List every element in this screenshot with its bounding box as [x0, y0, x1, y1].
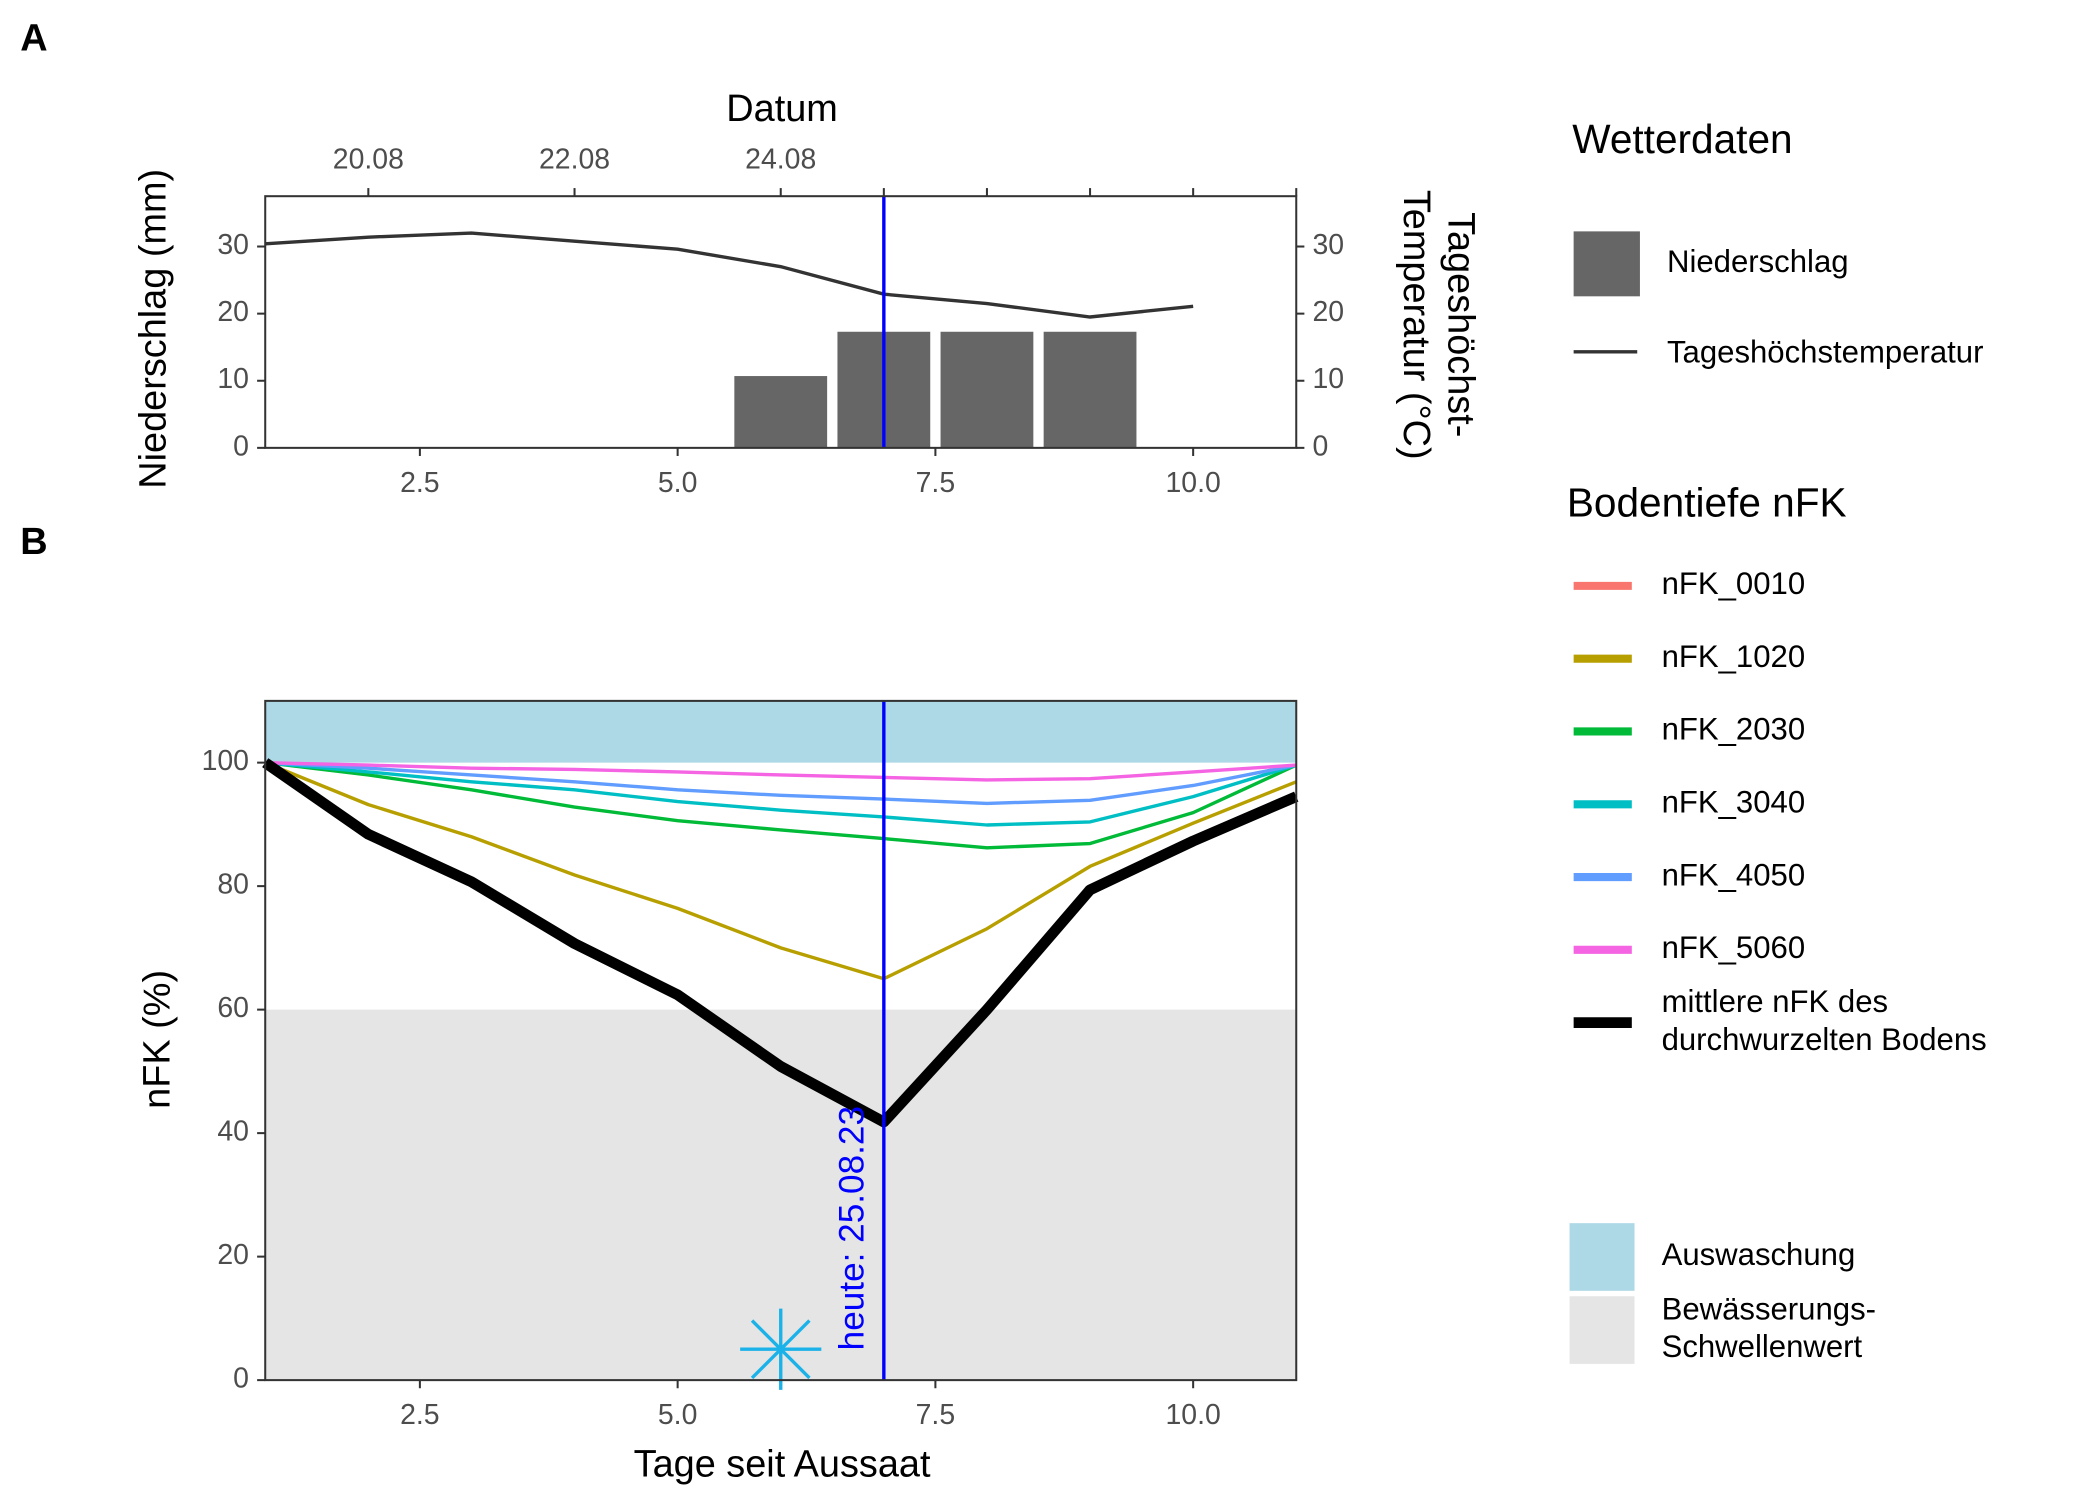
- y-tick-label: 80: [217, 869, 249, 901]
- star-marker: [740, 1308, 822, 1390]
- x2-tick-label: 22.08: [539, 144, 610, 176]
- nfk-line: [264, 761, 1297, 981]
- x-axis-title: Tage seit Aussaat: [634, 1444, 931, 1486]
- nfk-line: [265, 760, 1297, 806]
- nfk-line: [265, 760, 1297, 850]
- y2-axis-title: Tageshöchst-: [1440, 212, 1482, 437]
- legend-title: Wetterdaten: [1572, 116, 1792, 162]
- legend-label: durchwurzelten Bodens: [1662, 1022, 1987, 1057]
- legend-label: Bewässerungs-: [1662, 1291, 1876, 1326]
- bar: [734, 376, 828, 448]
- y-tick-label: 20: [217, 1239, 249, 1271]
- nfk-line: [265, 760, 1297, 827]
- legend-key: [1569, 1223, 1635, 1291]
- y2-tick-label: 20: [1312, 296, 1344, 328]
- y-tick-label: 0: [233, 430, 249, 462]
- x-tick-label: 7.5: [916, 1399, 955, 1431]
- legend-label: Niederschlag: [1667, 244, 1849, 279]
- x-tick-label: 10.0: [1166, 467, 1221, 499]
- legend-label: Auswaschung: [1662, 1237, 1856, 1272]
- x2-tick-label: 24.08: [745, 144, 816, 176]
- nfk-line: [265, 760, 1297, 782]
- legend-label: nFK_0010: [1662, 566, 1806, 601]
- y2-tick-label: 10: [1312, 363, 1344, 395]
- bar: [1043, 331, 1137, 448]
- x-tick-label: 7.5: [916, 467, 955, 499]
- x-tick-label: 5.0: [658, 467, 698, 499]
- x-tick-label: 5.0: [658, 1399, 698, 1431]
- annotation: heute: 25.08.23: [832, 1106, 871, 1350]
- legend-key: [1569, 1296, 1635, 1364]
- y-tick-label: 60: [217, 992, 249, 1024]
- legend-label: nFK_2030: [1662, 712, 1806, 747]
- x-tick-label: 2.5: [400, 1399, 439, 1431]
- y-tick-label: 30: [217, 229, 249, 261]
- panel-border: [264, 699, 1298, 1382]
- y-tick-label: 0: [233, 1363, 249, 1395]
- x-tick-label: 10.0: [1166, 1399, 1221, 1431]
- star-stroke: [750, 1319, 811, 1380]
- legend-label: nFK_1020: [1662, 639, 1806, 674]
- panel-label: B: [20, 521, 47, 563]
- nfk-line: [262, 758, 1299, 1128]
- y-axis-title: nFK (%): [137, 970, 179, 1109]
- y2-tick-label: 30: [1312, 229, 1344, 261]
- legend-label: nFK_3040: [1662, 784, 1806, 819]
- panel-label: A: [20, 18, 47, 60]
- legend-key: [1573, 231, 1640, 297]
- legend-label: mittlere nFK des: [1662, 984, 1889, 1019]
- legend-label: Tageshöchstemperatur: [1667, 335, 1983, 370]
- temperature-line: [265, 231, 1194, 319]
- y2-axis-title: Temperatur (°C): [1395, 190, 1437, 460]
- bar: [940, 331, 1034, 448]
- y2-tick-label: 0: [1312, 430, 1328, 462]
- y-axis-title: Niederschlag (mm): [133, 169, 175, 489]
- legend-label: nFK_5060: [1662, 930, 1806, 965]
- x2-axis-title: Datum: [726, 88, 838, 130]
- panel-border: [264, 195, 1298, 449]
- y-tick-label: 20: [217, 296, 249, 328]
- band: [265, 700, 1297, 763]
- x2-tick-label: 20.08: [333, 144, 404, 176]
- x-tick-label: 2.5: [400, 467, 439, 499]
- y-tick-label: 100: [202, 745, 249, 777]
- legend-title: Bodentiefe nFK: [1567, 480, 1847, 526]
- legend-label: Schwellenwert: [1662, 1329, 1863, 1364]
- legend-label: nFK_4050: [1662, 857, 1806, 892]
- y-tick-label: 40: [217, 1116, 249, 1148]
- y-tick-label: 10: [217, 363, 249, 395]
